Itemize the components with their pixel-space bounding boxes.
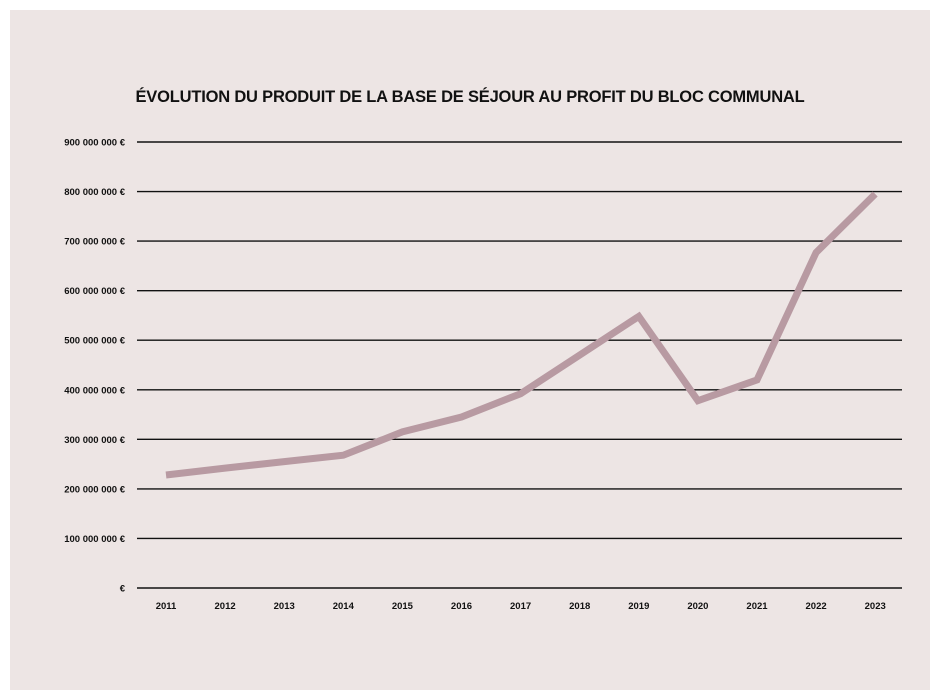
x-tick-label-2016: 2016 <box>451 601 472 612</box>
y-tick-label-6: 600 000 000 € <box>64 286 125 297</box>
y-tick-label-7: 700 000 000 € <box>64 237 125 248</box>
y-tick-label-4: 400 000 000 € <box>64 385 125 396</box>
y-tick-label-1: 100 000 000 € <box>64 534 125 545</box>
x-tick-label-2015: 2015 <box>392 601 414 612</box>
x-tick-label-2017: 2017 <box>510 601 531 612</box>
y-tick-label-3: 300 000 000 € <box>64 435 125 446</box>
x-tick-label-2021: 2021 <box>746 601 768 612</box>
y-tick-label-9: 900 000 000 € <box>64 138 125 149</box>
series-line-0 <box>165 191 878 479</box>
x-tick-label-2020: 2020 <box>687 601 708 612</box>
x-tick-label-2023: 2023 <box>865 601 886 612</box>
series-group <box>165 191 878 479</box>
y-axis-ticks: €100 000 000 € 200 000 000 € 300 000 000 €… <box>64 138 125 595</box>
x-tick-label-2019: 2019 <box>628 601 649 612</box>
x-axis-ticks: 2011 2012 2013 2014 2015 2016 2017 2018 2019 2020… <box>156 601 886 612</box>
y-tick-label-2: 200 000 000 € <box>64 484 125 495</box>
x-tick-label-2018: 2018 <box>569 601 590 612</box>
chart-title: ÉVOLUTION DU PRODUIT DE LA BASE DE SÉJOU… <box>135 88 805 106</box>
x-tick-label-2013: 2013 <box>274 601 295 612</box>
y-tick-label-0: € <box>120 584 126 595</box>
grid-lines <box>137 141 902 589</box>
y-tick-label-5: 500 000 000 € <box>64 336 125 347</box>
x-tick-label-2022: 2022 <box>806 601 827 612</box>
x-tick-label-2014: 2014 <box>333 601 355 612</box>
x-tick-label-2011: 2011 <box>156 601 177 612</box>
x-tick-label-2012: 2012 <box>215 601 236 612</box>
chart-panel <box>10 10 930 690</box>
y-tick-label-8: 800 000 000 € <box>64 187 125 198</box>
